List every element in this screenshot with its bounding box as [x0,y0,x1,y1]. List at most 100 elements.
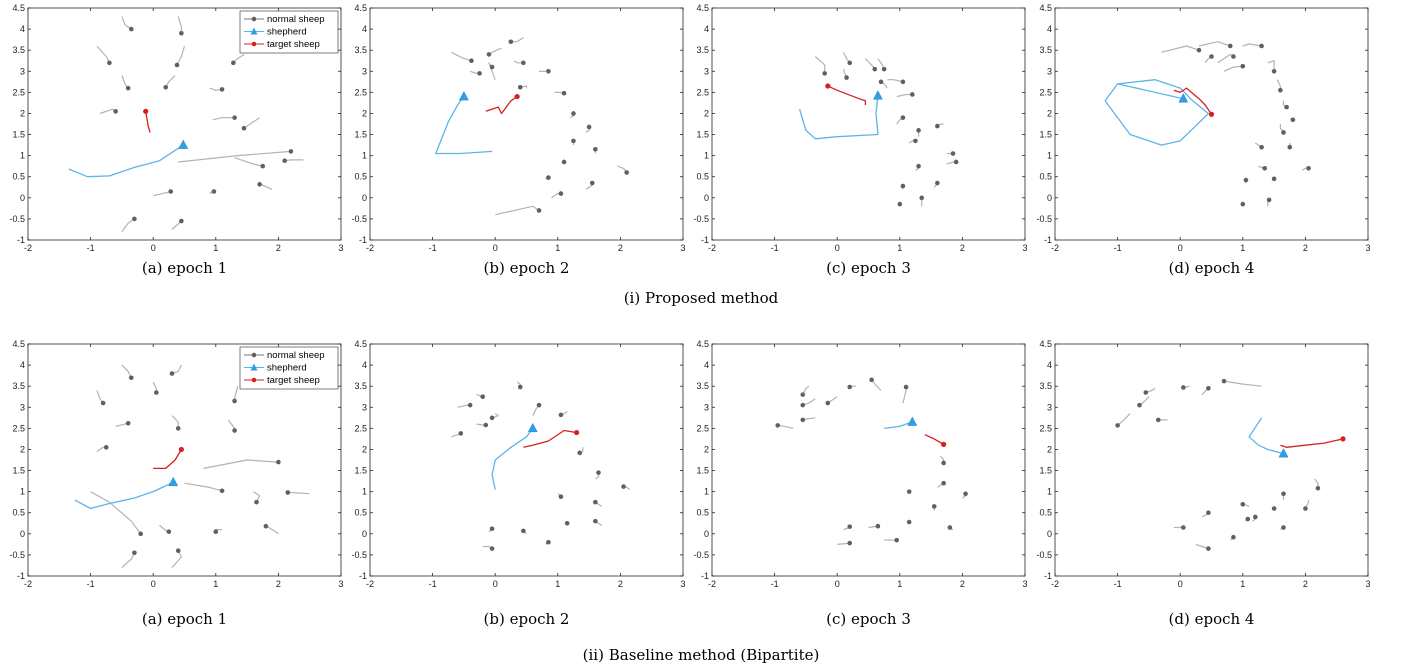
y-tick-label: 3.5 [696,45,709,55]
normal-sheep-marker [564,520,570,526]
normal-sheep-marker [916,128,921,133]
normal-sheep-trajectory [243,117,260,129]
shepherd-marker [527,422,538,433]
y-tick-label: 1.5 [696,466,709,476]
normal-sheep-marker [872,66,878,72]
normal-sheep-trajectory [1161,45,1200,53]
y-tick-label: 1 [704,151,709,161]
shepherd-marker [168,476,179,487]
y-tick-label: 1.5 [354,466,367,476]
y-tick-label: 0 [20,529,25,539]
normal-sheep-marker [800,392,806,397]
x-tick-label: 2 [618,243,623,253]
panel-0-2: -2 -1 0 1 2 3-1-0.500.511.522.533.544.5(c) ep… [693,3,1027,277]
normal-sheep-marker [624,170,629,175]
target-sheep-marker [514,93,520,100]
y-tick-label: 4.5 [696,339,709,349]
y-tick-label: 0 [704,529,709,539]
y-tick-label: 1.5 [12,466,25,476]
normal-sheep-trajectory [1223,65,1243,72]
normal-sheep-marker [593,518,598,524]
normal-sheep-marker [561,90,567,96]
normal-sheep-marker [477,71,482,76]
normal-sheep-marker [288,149,294,154]
panel-caption: (c) epoch 3 [826,610,911,628]
y-tick-label: 1 [362,487,367,497]
normal-sheep-trajectory [814,56,826,74]
y-tick-label: -0.5 [1036,214,1052,224]
normal-sheep-marker [175,426,181,431]
y-tick-label: 2.5 [12,87,25,97]
x-tick-label: -1 [771,243,779,253]
normal-sheep-marker [1137,402,1142,408]
normal-sheep-marker [1253,514,1258,520]
y-tick-label: 4 [20,24,25,34]
y-tick-label: 0.5 [696,508,709,518]
normal-sheep-marker [558,412,564,418]
x-tick-label: 0 [151,579,156,589]
shepherd-marker [458,91,469,101]
x-tick-label: -2 [708,243,716,253]
row-caption-proposed: (i) Proposed method [624,289,779,307]
y-tick-label: 0.5 [354,508,367,518]
normal-sheep-marker [483,422,489,428]
normal-sheep-marker [1231,54,1236,59]
x-tick-label: -2 [1051,579,1059,589]
y-tick-label: 0.5 [354,172,367,182]
y-tick-label: 1 [20,151,25,161]
shepherd-marker [907,416,918,426]
y-tick-label: 4 [1047,360,1052,370]
normal-sheep-marker [903,384,909,390]
normal-sheep-marker [844,75,849,80]
normal-sheep-marker [561,159,567,165]
normal-sheep-trajectory [121,16,132,30]
x-tick-label: 0 [835,579,840,589]
x-tick-label: 2 [1303,579,1308,589]
target-sheep-trajectory [153,449,182,470]
normal-sheep-marker [1221,378,1227,384]
y-tick-label: 3 [20,66,25,76]
normal-sheep-marker [1290,117,1296,123]
y-tick-label: -1 [17,235,25,245]
normal-sheep-marker [775,423,781,428]
y-tick-label: 0 [1047,529,1052,539]
normal-sheep-trajectory [451,51,472,62]
y-tick-label: 2 [20,444,25,454]
shepherd-marker [1278,448,1289,458]
axes-box [1054,343,1369,577]
x-tick-label: -2 [366,243,374,253]
normal-sheep-marker [1240,501,1246,507]
normal-sheep-marker [593,147,598,152]
y-tick-label: 0 [362,529,367,539]
legend-dot-marker [251,16,257,22]
y-tick-label: -1 [701,235,709,245]
normal-sheep-marker [875,523,881,529]
y-tick-label: 0.5 [12,172,25,182]
x-tick-label: -1 [429,243,437,253]
y-tick-label: 4.5 [12,3,25,13]
normal-sheep-marker [179,218,184,224]
normal-sheep-marker [546,539,551,545]
normal-sheep-marker [847,60,853,66]
normal-sheep-marker [1143,390,1149,395]
normal-sheep-marker [175,548,181,553]
y-tick-label: 1.5 [696,130,709,140]
target-sheep-trajectory [1280,438,1344,448]
panel-caption: (b) epoch 2 [484,610,570,628]
normal-sheep-marker [900,183,906,189]
legend-shepherd-marker [250,363,258,371]
x-tick-label: 3 [1022,579,1027,589]
normal-sheep-trajectory [90,491,142,535]
normal-sheep-marker [103,445,109,450]
normal-sheep-marker [910,92,915,97]
y-tick-label: 3.5 [354,381,367,391]
normal-sheep-marker [1181,525,1186,530]
normal-sheep-marker [489,415,495,421]
y-tick-label: -0.5 [9,214,25,224]
normal-sheep-marker [1209,54,1214,59]
x-tick-label: 2 [1303,243,1308,253]
normal-sheep-marker [1281,525,1286,530]
y-tick-label: -0.5 [351,214,367,224]
x-tick-label: 3 [680,579,685,589]
